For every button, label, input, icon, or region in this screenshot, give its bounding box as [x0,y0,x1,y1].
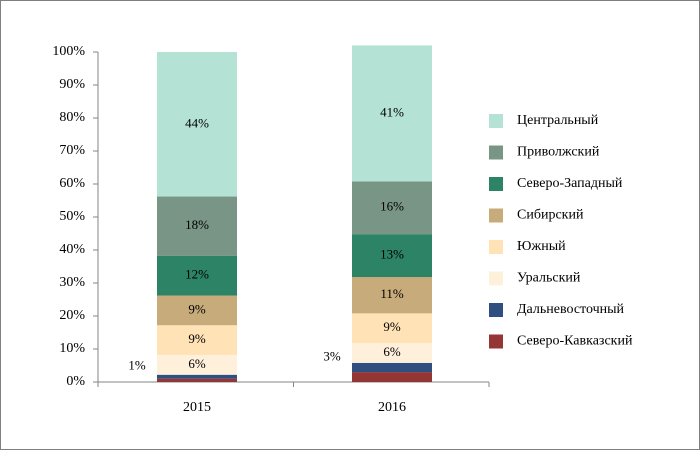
legend-swatch [489,334,503,349]
data-label: 41% [380,104,404,119]
data-label: 18% [185,217,209,232]
data-label: 1% [128,358,146,373]
bar-segment [157,374,237,379]
y-tick-label: 50% [59,209,85,224]
y-tick-label: 80% [59,110,85,125]
legend-swatch [489,145,503,160]
legend-label: Северо-Кавказский [517,334,633,349]
legend-swatch [489,240,503,254]
y-tick-label: 100% [52,44,85,59]
legend-swatch [489,303,503,317]
bar-segment [157,378,237,382]
y-tick-label: 60% [59,176,85,191]
y-tick-label: 70% [59,143,85,158]
data-label: 11% [380,286,404,301]
legend-label: Сибирский [517,208,584,223]
bar-segment [352,343,432,363]
data-label: 6% [383,344,401,359]
y-tick-label: 40% [59,242,85,257]
x-category-label: 2015 [183,400,211,415]
data-label: 16% [380,199,404,214]
legend-label: Уральский [517,271,581,286]
legend-swatch [489,177,503,191]
bar-segment [352,313,432,344]
data-label: 44% [185,115,209,130]
y-tick-label: 90% [59,77,85,92]
data-label: 3% [323,348,341,363]
bar-segment [157,325,237,355]
legend-label: Северо-Западный [517,176,623,191]
data-label: 9% [383,319,401,334]
legend-label: Южный [517,239,566,254]
bar-segment [157,196,237,256]
legend-swatch [489,114,503,128]
bar-segment [352,372,432,382]
bar-segment [352,181,432,235]
bar-segment [157,52,237,197]
bar-segment [352,234,432,278]
y-tick-label: 20% [59,308,85,323]
y-tick-label: 0% [66,374,85,389]
bar-segment [157,295,237,326]
bar-segment [352,45,432,182]
data-label: 6% [188,356,206,371]
bar-segment [157,255,237,296]
x-category-label: 2016 [378,400,406,415]
legend-swatch [489,271,503,286]
data-label: 9% [188,301,206,316]
bar-segment [157,354,237,375]
legend-label: Приволжский [517,145,600,160]
bar-segment [352,362,432,373]
y-tick-label: 10% [59,341,85,356]
bar-segment [352,277,432,314]
data-label: 13% [380,247,404,262]
data-label: 12% [185,267,209,282]
data-label: 9% [188,331,206,346]
legend-swatch [489,208,503,223]
legend-label: Дальневосточный [517,302,625,317]
y-tick-label: 30% [59,275,85,290]
legend-label: Центральный [517,113,599,128]
